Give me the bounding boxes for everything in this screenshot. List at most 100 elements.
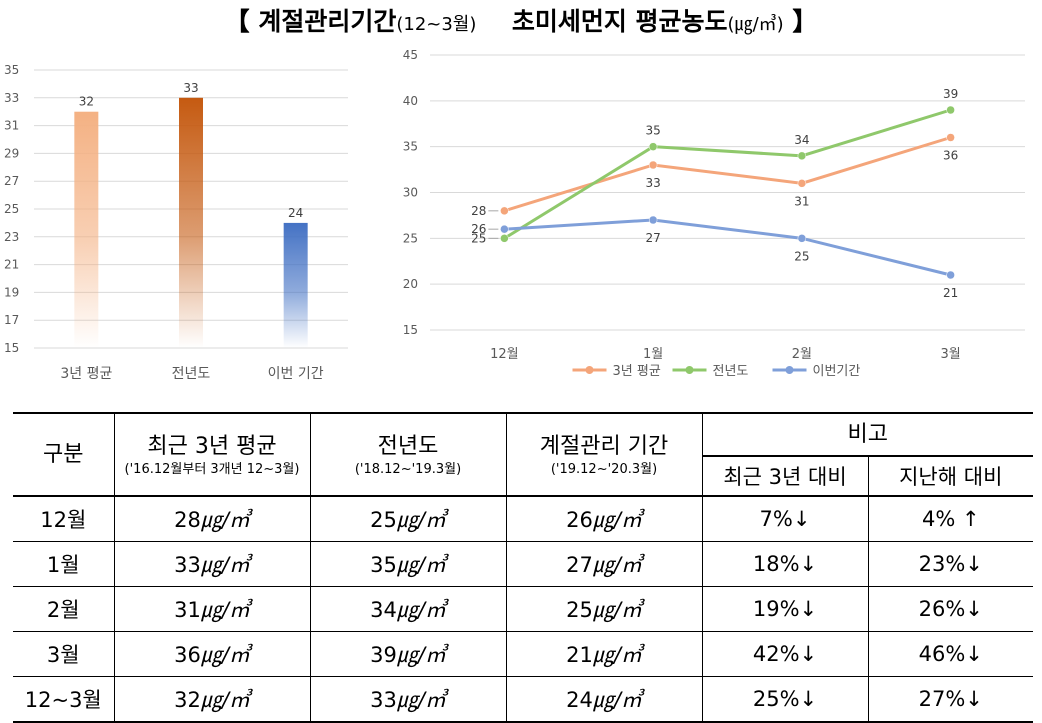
comparison-table: 구분 최근 3년 평균 ('16.12월부터 3개년 12~3월) 전년도 ('…	[13, 412, 1034, 723]
bar-y-tick: 23	[4, 230, 19, 244]
unit-label: ㎍/㎥	[592, 508, 642, 532]
series-point	[500, 234, 509, 243]
unit-label: ㎍/㎥	[592, 598, 642, 622]
unit-label: ㎍/㎥	[200, 643, 250, 667]
cell-value: 24	[566, 688, 593, 712]
table-row: 3월 36㎍/㎥ 39㎍/㎥ 21㎍/㎥ 42%↓ 46%↓	[13, 631, 1034, 677]
line-x-label: 1월	[643, 347, 663, 362]
cell-value: 1월	[46, 553, 80, 577]
bar-y-tick: 25	[4, 202, 19, 216]
bar	[74, 111, 99, 348]
cell-value: 27%↓	[918, 687, 983, 711]
prev-cell: 35㎍/㎥	[309, 541, 507, 587]
vsprev-cell: 23%↓	[867, 541, 1034, 587]
vs3-cell: 25%↓	[701, 676, 869, 723]
cell-value: 12월	[40, 508, 87, 532]
legend-marker	[785, 366, 794, 374]
cell-value: 3월	[46, 643, 80, 667]
cell-value: 27	[566, 553, 593, 577]
cell-value: 26	[566, 508, 593, 532]
unit-label: ㎍/㎥	[592, 688, 642, 712]
bar-y-tick: 35	[4, 63, 19, 77]
line-data-label: 25	[471, 231, 486, 245]
prev-cell: 39㎍/㎥	[309, 631, 507, 677]
unit-label: ㎍/㎥	[200, 688, 250, 712]
row-label: 2월	[13, 586, 115, 632]
line-data-label: 33	[645, 176, 660, 190]
bar	[179, 97, 203, 348]
cell-value: 26%↓	[918, 597, 983, 621]
series-point	[648, 215, 658, 225]
bar-y-tick: 27	[4, 174, 19, 188]
series-point	[500, 206, 509, 216]
header-prev-year: 전년도 ('18.12~'19.3월)	[309, 412, 507, 497]
bar-y-tick: 17	[4, 313, 19, 327]
unit-label: ㎍/㎥	[396, 553, 446, 577]
cell-value: 2월	[46, 598, 80, 622]
row-label: 3월	[13, 631, 115, 677]
cell-value: 25%↓	[752, 687, 818, 711]
header-3yr-avg: 최근 3년 평균 ('16.12월부터 3개년 12~3월)	[113, 412, 311, 497]
bar-y-tick: 15	[4, 341, 19, 355]
row-label: 12월	[13, 495, 115, 542]
avg3-cell: 33㎍/㎥	[113, 541, 311, 587]
curr-cell: 24㎍/㎥	[505, 676, 703, 723]
series-point	[797, 179, 807, 188]
series-point	[797, 234, 807, 243]
table-row: 2월 31㎍/㎥ 34㎍/㎥ 25㎍/㎥ 19%↓ 26%↓	[13, 586, 1034, 632]
cell-value: 19%↓	[752, 597, 818, 621]
cell-value: 18%↓	[752, 552, 818, 576]
cell-value: 25	[370, 508, 397, 532]
bar-y-tick: 31	[4, 119, 19, 133]
unit-label: ㎍/㎥	[396, 643, 446, 667]
legend-label: 3년 평균	[613, 364, 661, 379]
bar-y-tick: 33	[4, 91, 19, 105]
cell-value: 39	[370, 643, 397, 667]
table-row: 12~3월 32㎍/㎥ 33㎍/㎥ 24㎍/㎥ 25%↓ 27%↓	[13, 676, 1034, 723]
line-y-tick: 45	[403, 48, 418, 62]
line-data-label: 36	[943, 149, 958, 163]
bar-data-label: 32	[79, 95, 94, 109]
line-y-tick: 25	[403, 231, 418, 245]
bar-y-tick: 19	[4, 285, 19, 299]
vsprev-cell: 4% ↑	[867, 495, 1034, 542]
cell-value: 31	[174, 598, 201, 622]
series-line	[504, 218, 951, 277]
vs3-cell: 7%↓	[701, 495, 869, 542]
series-point	[648, 142, 658, 151]
unit-label: ㎍/㎥	[592, 553, 642, 577]
vs3-cell: 42%↓	[701, 631, 869, 677]
legend-marker	[585, 366, 594, 374]
vsprev-cell: 46%↓	[867, 631, 1034, 677]
line-y-tick: 30	[403, 186, 418, 200]
series-line	[503, 108, 952, 240]
line-data-label: 26	[471, 222, 486, 236]
title-left-bracket: 【	[224, 7, 250, 36]
cell-value: 33	[174, 553, 201, 577]
avg3-cell: 32㎍/㎥	[113, 676, 311, 723]
line-y-tick: 20	[403, 277, 418, 291]
unit-label: ㎍/㎥	[200, 553, 250, 577]
prev-cell: 33㎍/㎥	[309, 676, 507, 723]
line-data-label: 31	[794, 194, 809, 208]
bar-y-tick: 29	[4, 146, 19, 160]
series-point	[946, 270, 955, 280]
header-vs-prev: 지난해 대비	[867, 455, 1034, 497]
line-chart: 15 20 25 30 35 40 45 12월 1월 2월 3월 28 33 31 36 25 35 34 39 2…	[403, 48, 1025, 379]
series-point	[946, 133, 955, 142]
cell-value: 25	[566, 598, 593, 622]
curr-cell: 27㎍/㎥	[505, 541, 703, 587]
line-data-label: 25	[794, 249, 809, 263]
unit-label: ㎍/㎥	[200, 508, 250, 532]
series-point	[500, 224, 509, 234]
table-row: 12월 28㎍/㎥ 25㎍/㎥ 26㎍/㎥ 7%↓ 4% ↑	[13, 495, 1034, 542]
curr-cell: 26㎍/㎥	[505, 495, 703, 542]
series-point	[648, 160, 658, 170]
vsprev-cell: 27%↓	[867, 676, 1034, 723]
unit-label: ㎍/㎥	[396, 688, 446, 712]
vsprev-cell: 26%↓	[867, 586, 1034, 632]
table-row: 1월 33㎍/㎥ 35㎍/㎥ 27㎍/㎥ 18%↓ 23%↓	[13, 541, 1034, 587]
line-data-label: 34	[794, 133, 809, 147]
bar-x-label: 이번 기간	[268, 366, 324, 382]
title-main-2: 초미세먼지 평균농도	[511, 7, 728, 36]
